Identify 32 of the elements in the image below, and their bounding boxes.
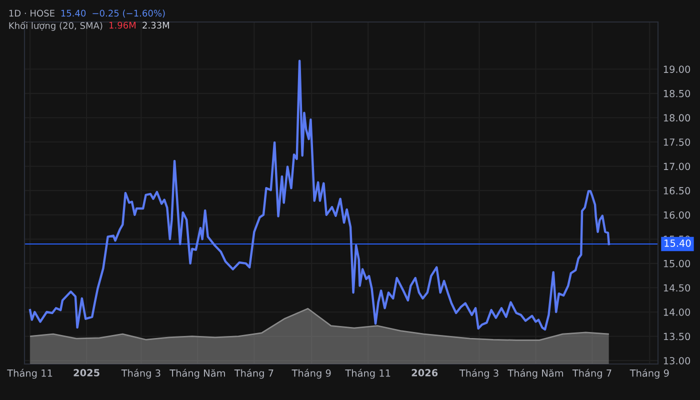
y-tick-label: 17.00 — [664, 162, 690, 170]
x-tick-label: Tháng 7 — [572, 368, 612, 379]
y-tick-label: 15.00 — [664, 260, 690, 268]
y-tick-label: 18.00 — [664, 114, 690, 122]
x-tick-label: Tháng 9 — [292, 368, 331, 379]
x-tick-label: Tháng Năm — [508, 368, 564, 379]
annotation: 2.33M — [142, 22, 169, 29]
y-tick-label: 14.00 — [664, 308, 690, 316]
y-tick-label: 14.50 — [664, 284, 690, 292]
chart-title: Khối lượng (20, SMA) — [9, 21, 102, 31]
x-tick-label: Tháng 7 — [234, 368, 274, 379]
y-tick-label: 13.50 — [664, 332, 690, 340]
annotation: 1.96M — [109, 22, 136, 29]
text: −0.25 (−1.60%) — [92, 10, 165, 18]
x-tick-label: Tháng 9 — [630, 368, 669, 379]
y-tick-label: 16.00 — [664, 211, 690, 219]
y-tick-label: 19.00 — [664, 66, 690, 73]
x-tick-label: 2026 — [412, 369, 438, 376]
line-series — [28, 60, 610, 331]
x-tick-label: Tháng 3 — [121, 368, 160, 379]
x-tick-label: 2025 — [74, 369, 100, 376]
x-tick-label: Tháng Năm — [170, 368, 225, 379]
text: 15.40 — [61, 10, 86, 17]
y-tick-label: 16.50 — [664, 187, 690, 194]
chart-title: 1D · HOSE — [9, 10, 54, 17]
x-tick-label: Tháng 11 — [345, 368, 390, 379]
y-tick-label: 18.50 — [664, 90, 690, 98]
x-tick-label: Tháng 11 — [7, 368, 52, 379]
y-tick-label: 17.50 — [664, 138, 690, 146]
y-tick-label: 13.00 — [664, 357, 690, 364]
x-tick-label: Tháng 3 — [459, 368, 498, 379]
ref-line-label: 15.40 — [664, 239, 691, 247]
